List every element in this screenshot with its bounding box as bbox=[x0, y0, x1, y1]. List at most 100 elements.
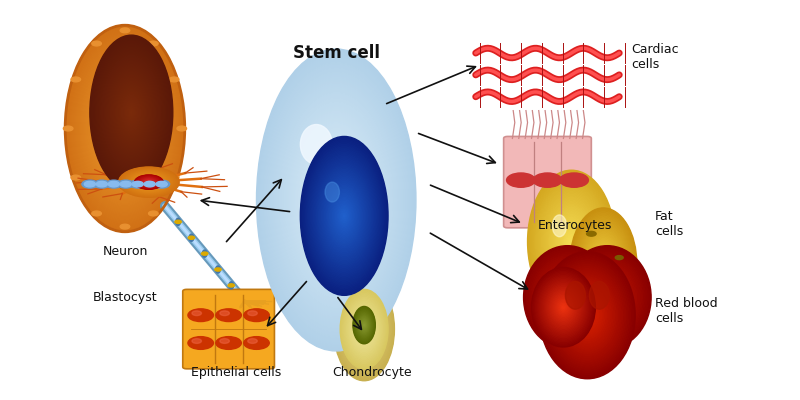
Ellipse shape bbox=[547, 273, 588, 322]
Ellipse shape bbox=[530, 252, 606, 342]
Ellipse shape bbox=[353, 310, 375, 348]
Ellipse shape bbox=[357, 313, 371, 337]
Ellipse shape bbox=[102, 89, 148, 168]
Ellipse shape bbox=[306, 142, 367, 258]
Ellipse shape bbox=[591, 244, 615, 283]
Circle shape bbox=[136, 176, 162, 189]
Ellipse shape bbox=[343, 214, 345, 217]
Ellipse shape bbox=[598, 255, 608, 272]
Ellipse shape bbox=[327, 186, 361, 246]
Ellipse shape bbox=[124, 99, 138, 126]
Ellipse shape bbox=[600, 258, 606, 269]
Ellipse shape bbox=[529, 172, 614, 312]
Ellipse shape bbox=[202, 250, 207, 257]
Circle shape bbox=[121, 168, 177, 196]
Circle shape bbox=[244, 309, 270, 322]
Circle shape bbox=[216, 337, 242, 349]
Ellipse shape bbox=[320, 170, 352, 230]
Ellipse shape bbox=[322, 176, 366, 256]
Ellipse shape bbox=[271, 77, 401, 323]
Ellipse shape bbox=[310, 154, 378, 278]
Ellipse shape bbox=[573, 214, 634, 314]
Ellipse shape bbox=[546, 200, 597, 283]
Ellipse shape bbox=[314, 157, 359, 243]
Ellipse shape bbox=[65, 25, 185, 232]
Ellipse shape bbox=[301, 138, 387, 294]
Ellipse shape bbox=[558, 220, 585, 263]
Ellipse shape bbox=[300, 136, 388, 295]
Ellipse shape bbox=[91, 70, 159, 187]
Ellipse shape bbox=[534, 182, 608, 302]
Ellipse shape bbox=[334, 194, 339, 206]
Ellipse shape bbox=[350, 306, 378, 352]
Ellipse shape bbox=[99, 84, 151, 173]
Ellipse shape bbox=[567, 234, 576, 249]
Ellipse shape bbox=[324, 179, 365, 253]
Circle shape bbox=[94, 180, 110, 188]
Circle shape bbox=[119, 168, 178, 197]
Ellipse shape bbox=[110, 74, 152, 151]
Ellipse shape bbox=[557, 275, 618, 356]
Ellipse shape bbox=[580, 225, 626, 302]
Ellipse shape bbox=[357, 316, 372, 342]
Ellipse shape bbox=[281, 94, 392, 306]
Circle shape bbox=[143, 180, 154, 185]
Ellipse shape bbox=[342, 293, 386, 365]
Circle shape bbox=[188, 309, 214, 322]
Ellipse shape bbox=[348, 303, 380, 356]
Circle shape bbox=[192, 339, 202, 343]
Ellipse shape bbox=[356, 315, 373, 343]
Circle shape bbox=[137, 176, 161, 188]
Circle shape bbox=[149, 211, 158, 216]
Ellipse shape bbox=[122, 123, 128, 134]
Ellipse shape bbox=[299, 130, 373, 270]
Ellipse shape bbox=[303, 142, 385, 290]
Ellipse shape bbox=[596, 251, 611, 276]
Ellipse shape bbox=[327, 183, 345, 217]
Ellipse shape bbox=[309, 152, 379, 280]
Ellipse shape bbox=[566, 282, 586, 309]
Circle shape bbox=[96, 181, 107, 187]
Ellipse shape bbox=[290, 113, 382, 287]
Ellipse shape bbox=[259, 55, 413, 345]
Ellipse shape bbox=[556, 284, 579, 311]
Ellipse shape bbox=[542, 281, 585, 334]
Ellipse shape bbox=[325, 182, 363, 250]
Ellipse shape bbox=[107, 68, 155, 158]
FancyArrowPatch shape bbox=[267, 282, 306, 326]
Ellipse shape bbox=[541, 266, 594, 328]
Ellipse shape bbox=[590, 282, 610, 309]
Ellipse shape bbox=[266, 68, 406, 332]
Ellipse shape bbox=[578, 302, 597, 328]
Ellipse shape bbox=[581, 307, 594, 324]
Ellipse shape bbox=[356, 312, 372, 338]
Ellipse shape bbox=[547, 202, 596, 282]
Circle shape bbox=[118, 167, 179, 197]
Circle shape bbox=[560, 173, 589, 187]
Ellipse shape bbox=[554, 214, 588, 269]
Ellipse shape bbox=[588, 275, 626, 320]
Ellipse shape bbox=[316, 162, 356, 238]
Ellipse shape bbox=[558, 287, 576, 308]
Ellipse shape bbox=[363, 328, 365, 330]
Circle shape bbox=[142, 179, 156, 186]
Ellipse shape bbox=[98, 51, 165, 174]
Ellipse shape bbox=[316, 164, 373, 268]
Ellipse shape bbox=[557, 299, 570, 315]
Ellipse shape bbox=[110, 72, 153, 153]
Ellipse shape bbox=[306, 146, 383, 286]
Circle shape bbox=[135, 175, 162, 189]
Ellipse shape bbox=[312, 158, 376, 274]
Circle shape bbox=[120, 224, 130, 229]
Ellipse shape bbox=[363, 324, 365, 327]
Ellipse shape bbox=[176, 218, 181, 226]
Ellipse shape bbox=[361, 324, 367, 334]
Ellipse shape bbox=[300, 124, 332, 164]
Ellipse shape bbox=[361, 320, 367, 330]
Ellipse shape bbox=[229, 282, 234, 289]
Ellipse shape bbox=[573, 296, 602, 334]
Circle shape bbox=[133, 174, 165, 190]
Ellipse shape bbox=[322, 175, 367, 257]
Ellipse shape bbox=[73, 39, 177, 218]
Ellipse shape bbox=[84, 58, 166, 199]
